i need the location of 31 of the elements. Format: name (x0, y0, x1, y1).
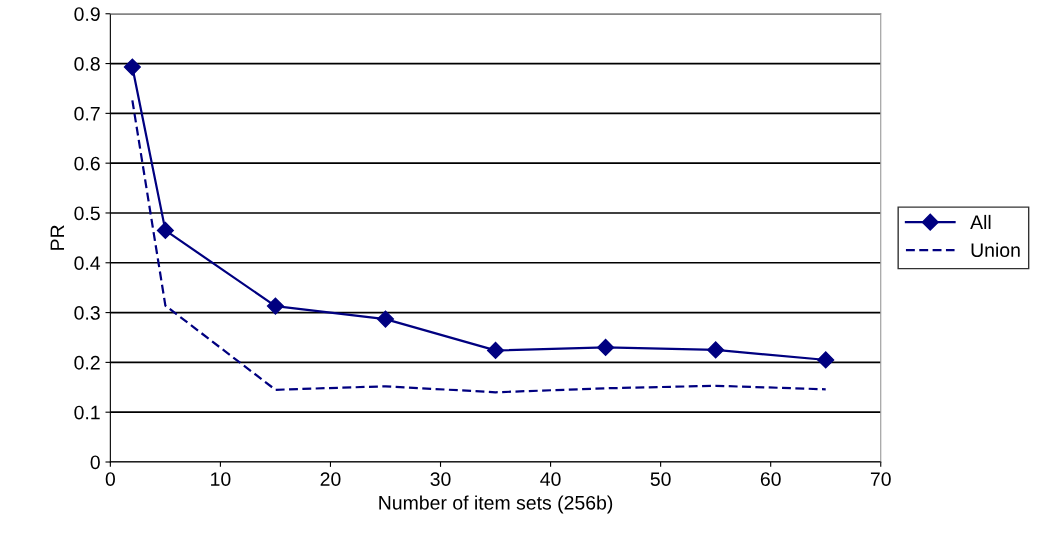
point (266, 297, 284, 315)
x-axis-title: Number of item sets (256b) (379, 495, 613, 514)
legend-label: All (970, 214, 991, 229)
y-tick-label: 0.7 (74, 106, 100, 121)
y-tick-label: 0.9 (74, 7, 100, 21)
x-tick-label: 20 (320, 472, 341, 486)
line-series (131, 99, 827, 394)
x-tick-label: 60 (760, 472, 781, 486)
y-tick-label: 0.3 (74, 306, 100, 320)
x-tick-label: 40 (540, 472, 561, 486)
point (156, 221, 174, 239)
x-tick-label: 70 (870, 472, 891, 486)
y-tick-label: 0.6 (74, 156, 100, 171)
legend-label: Union (971, 242, 1020, 258)
point (597, 338, 615, 356)
x-tick-label: 50 (650, 472, 671, 486)
y-tick-label: 0 (90, 455, 100, 470)
y-tick-label: 0.8 (74, 57, 100, 71)
y-tick-label: 0.4 (74, 256, 101, 271)
y-tick-label: 0.5 (74, 206, 100, 221)
x-tick-label: 30 (430, 472, 451, 486)
x-tick-label: 10 (211, 472, 231, 486)
y-tick-label: 0.1 (74, 405, 100, 420)
point (707, 341, 725, 359)
y-tick-label: 0.2 (74, 355, 100, 370)
point (486, 341, 505, 359)
point (376, 310, 395, 328)
x-tick-label: 0 (105, 472, 115, 486)
point (817, 351, 835, 369)
point (123, 58, 141, 76)
y-axis-title: PR (50, 225, 65, 250)
